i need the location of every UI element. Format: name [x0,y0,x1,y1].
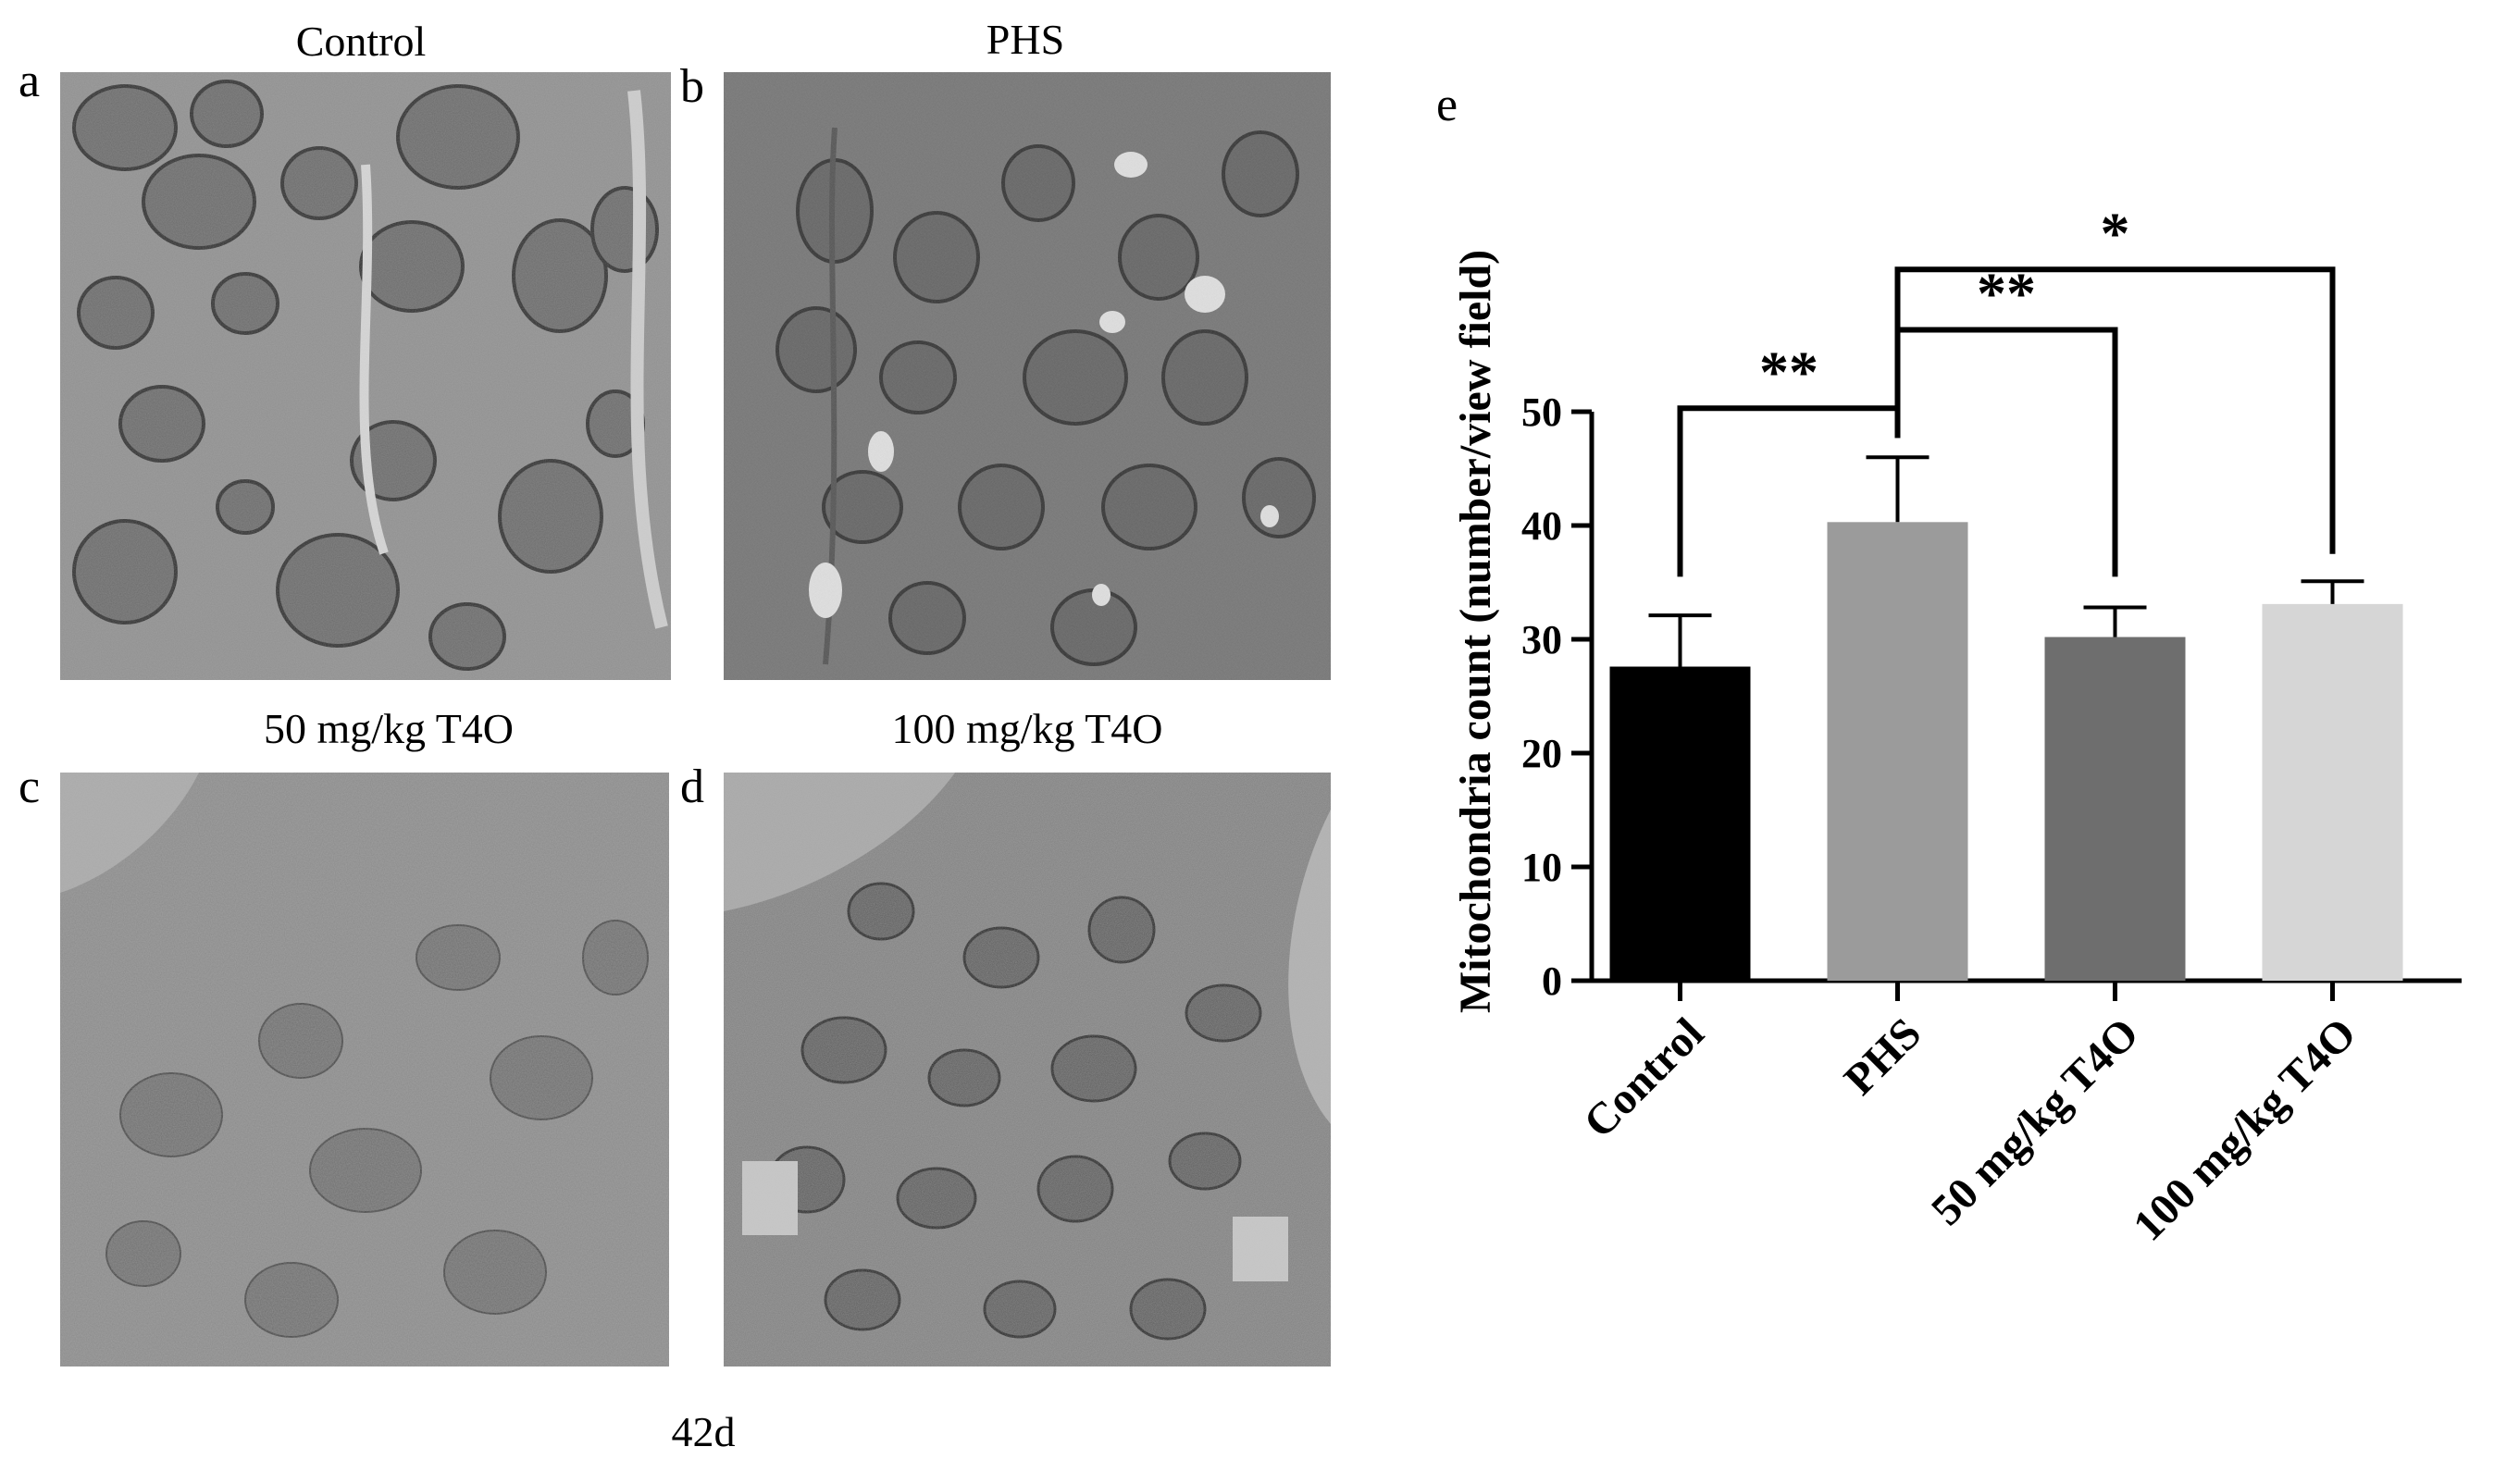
y-tick-label: 20 [1521,731,1562,776]
timepoint-label: 42d [671,1408,736,1455]
x-category-label: 100 mg/kg T4O [2124,1008,2365,1250]
micrograph-100mg [724,773,1331,1367]
x-category-label: 50 mg/kg T4O [1922,1008,2148,1234]
micrograph-control [60,72,671,680]
micrograph-50mg [60,773,669,1367]
y-tick-label: 0 [1542,958,1562,1004]
micrograph-control-image [60,72,671,680]
panel-letter-d: d [680,761,704,813]
significance-label: ** [1759,339,1818,404]
y-tick-label: 10 [1521,845,1562,890]
panel-title-100mg: 100 mg/kg T4O [891,705,1163,752]
panel-title-50mg: 50 mg/kg T4O [263,705,515,752]
panel-title-control: Control [295,18,427,65]
panel-title-phs: PHS [986,16,1065,63]
x-category-label: PHS [1835,1008,1930,1104]
panel-letter-a: a [19,55,41,107]
micrograph-50mg-image [60,773,669,1367]
micrograph-phs [724,72,1331,680]
y-tick-label: 30 [1521,617,1562,662]
significance-label: * [2101,200,2130,266]
mitochondria-bar-chart: 0 10 20 30 40 50 Mitochondria count (number/vi… [1451,200,2462,1251]
panel-letter-b: b [680,60,704,113]
micrograph-100mg-image [724,773,1331,1367]
bar [1609,666,1751,981]
y-axis-title: Mitochondria count (number/view field) [1451,250,1500,1013]
x-category-label: Control [1574,1008,1713,1147]
panel-letter-c: c [19,761,41,813]
panel-letter-e: e [1436,79,1458,131]
significance-bracket [1894,266,2336,554]
micrograph-phs-image [724,72,1331,680]
bar [2044,637,2186,981]
y-tick-label: 40 [1521,503,1562,549]
y-tick-label: 50 [1521,390,1562,435]
bar [2262,603,2403,981]
bar [1827,522,1968,981]
